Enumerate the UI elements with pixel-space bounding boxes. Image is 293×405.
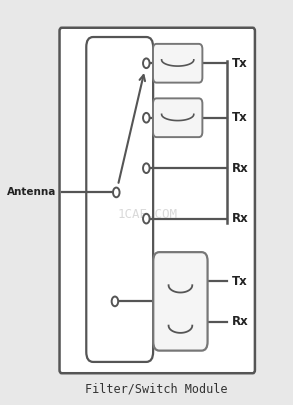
Text: Rx: Rx	[232, 162, 249, 175]
Text: Tx: Tx	[232, 275, 248, 288]
Circle shape	[113, 188, 120, 197]
FancyBboxPatch shape	[153, 252, 207, 351]
Text: Antenna: Antenna	[7, 188, 56, 197]
FancyBboxPatch shape	[59, 28, 255, 373]
Circle shape	[143, 113, 150, 123]
Circle shape	[143, 214, 150, 224]
FancyBboxPatch shape	[153, 44, 202, 83]
Text: 1CAE.COM: 1CAE.COM	[118, 208, 178, 221]
FancyBboxPatch shape	[153, 98, 202, 137]
Circle shape	[143, 163, 150, 173]
Text: Tx: Tx	[232, 57, 248, 70]
Text: Filter/Switch Module: Filter/Switch Module	[85, 382, 227, 395]
Text: Rx: Rx	[232, 212, 249, 225]
Text: Tx: Tx	[232, 111, 248, 124]
Circle shape	[143, 58, 150, 68]
Circle shape	[112, 296, 118, 306]
Text: Rx: Rx	[232, 315, 249, 328]
